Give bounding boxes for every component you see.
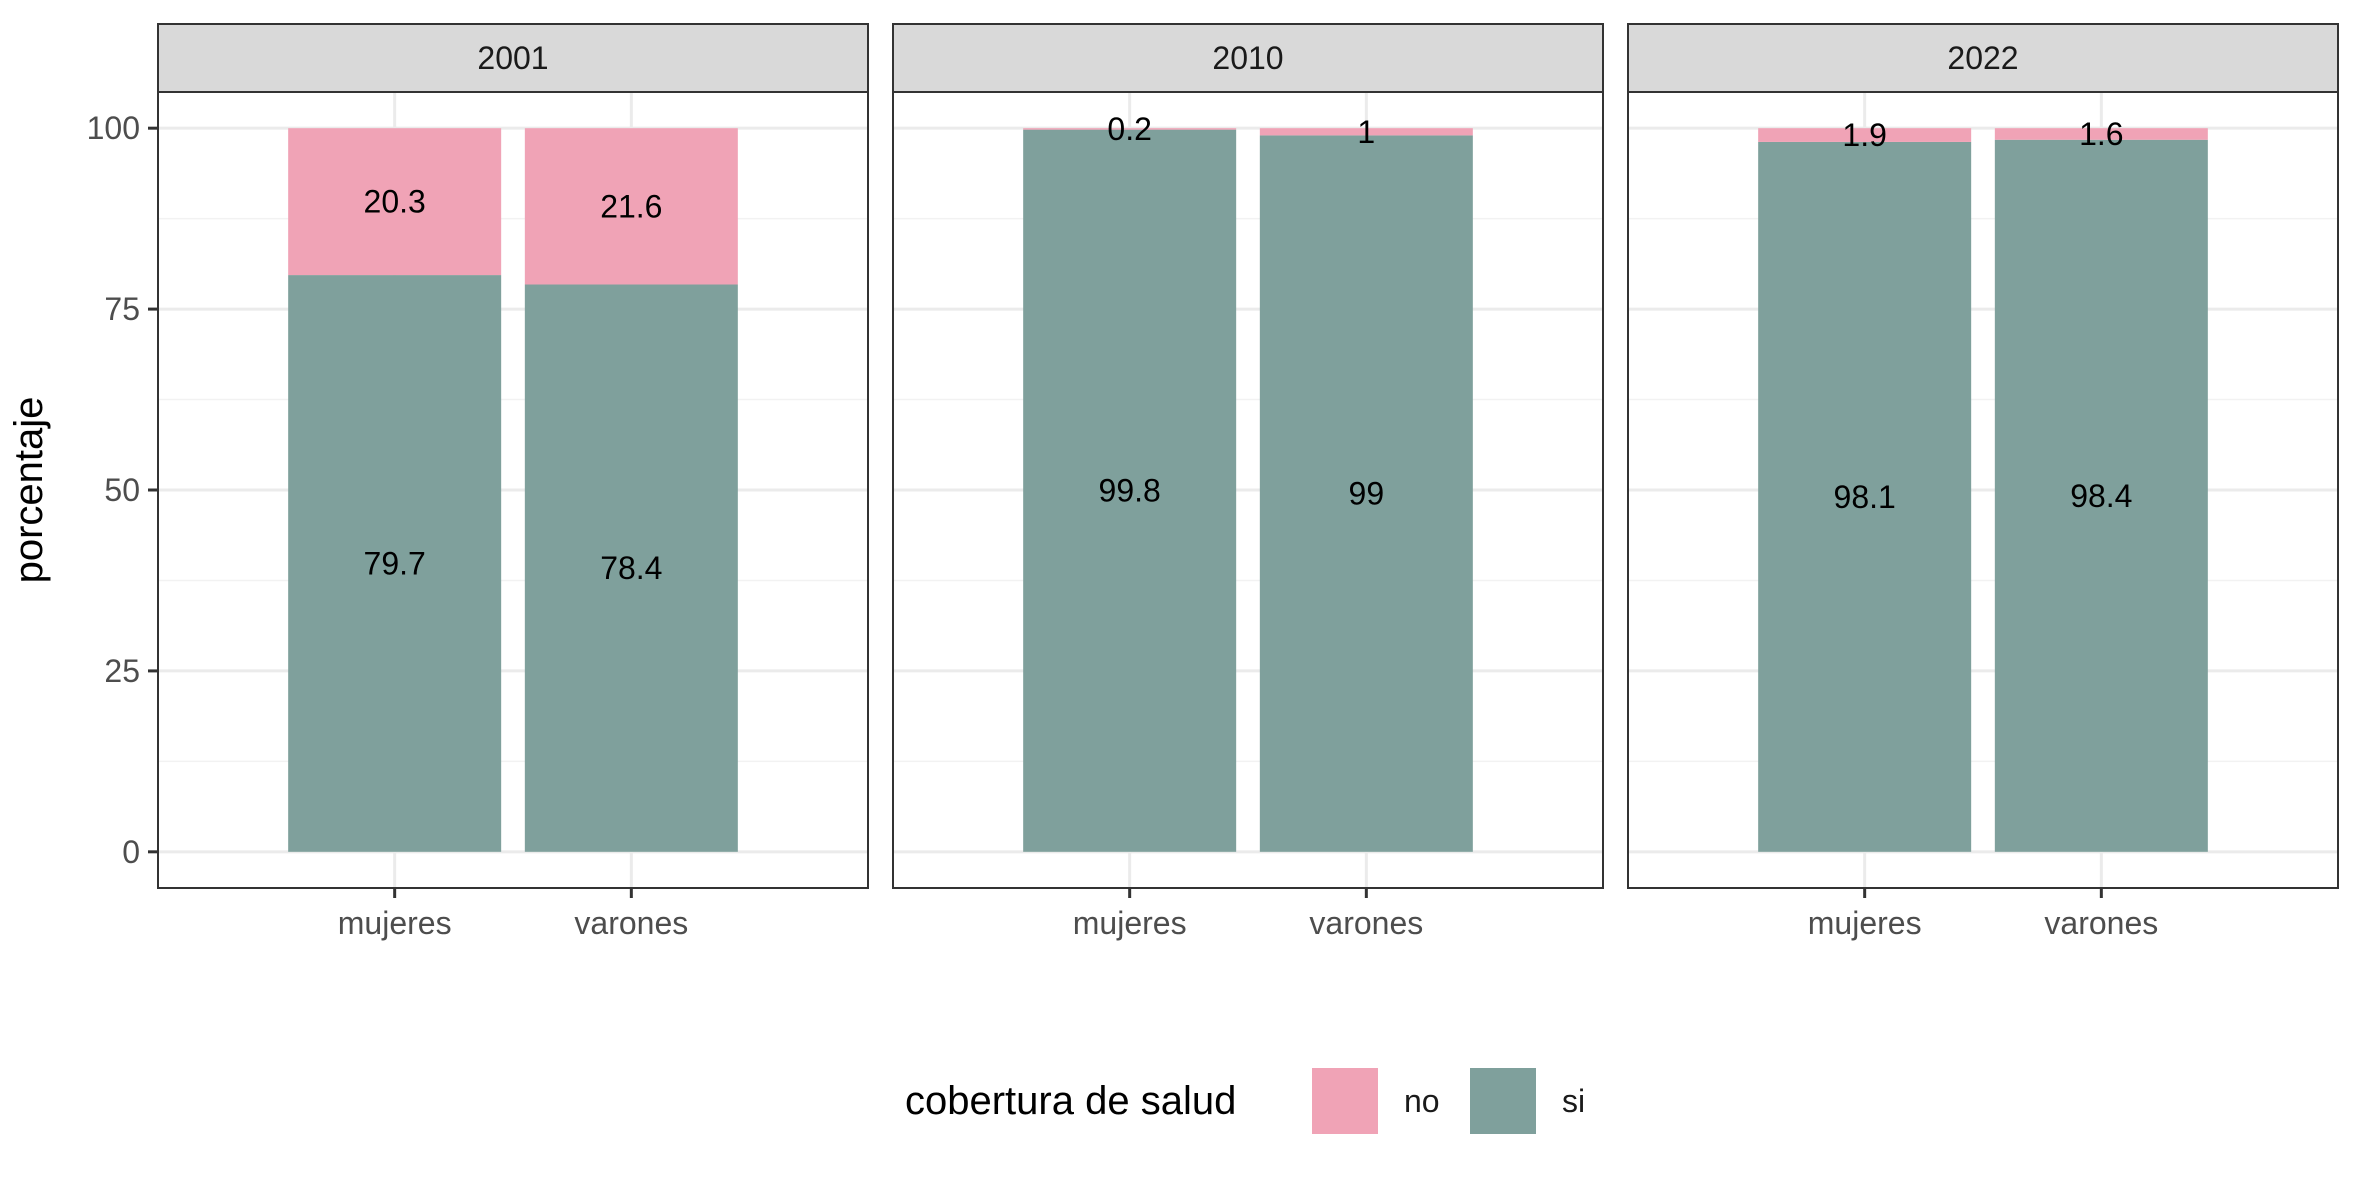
bar-label-si-varones: 98.4 (2070, 478, 2132, 514)
x-tick-label-varones: varones (2044, 905, 2158, 941)
bar-label-no-mujeres: 20.3 (364, 184, 426, 220)
y-tick-label: 100 (87, 110, 140, 146)
facet-strip-label: 2001 (477, 40, 548, 76)
y-axis: 0 25 50 75 100 (87, 110, 158, 870)
bar-label-no-varones: 1 (1357, 114, 1375, 150)
legend-key-no (1312, 1068, 1378, 1134)
facet-strip (892, 23, 1604, 93)
legend-key-si (1470, 1068, 1536, 1134)
bar-no-varones (524, 128, 738, 285)
bar-si-mujeres (288, 275, 502, 852)
x-tick-label-mujeres: mujeres (1073, 905, 1187, 941)
bar-no-mujeres (1758, 128, 1972, 142)
x-tick-label-mujeres: mujeres (1808, 905, 1922, 941)
bar-label-si-mujeres: 99.8 (1099, 473, 1161, 509)
bar-no-mujeres (1023, 128, 1237, 130)
legend-label-si: si (1562, 1083, 1585, 1119)
bar-si-varones (1994, 139, 2208, 852)
x-tick-label-varones: varones (574, 905, 688, 941)
y-tick-label: 75 (104, 291, 140, 327)
y-tick-label: 25 (104, 653, 140, 689)
bar-label-si-varones: 78.4 (600, 550, 662, 586)
facet-strip (157, 23, 869, 93)
facet-strip-label: 2010 (1212, 40, 1283, 76)
facet-strip (1627, 23, 2339, 93)
bar-label-no-varones: 21.6 (600, 188, 662, 224)
facet-panel-2001: 79.7 20.3 78.4 21.6 2001 mujeres varones (157, 23, 869, 941)
legend-label-no: no (1404, 1083, 1440, 1119)
bar-no-mujeres (288, 128, 502, 276)
y-axis-label: porcentaje (7, 397, 51, 584)
bar-label-no-varones: 1.6 (2079, 116, 2123, 152)
bar-no-varones (1259, 128, 1473, 136)
bar-label-si-mujeres: 79.7 (364, 545, 426, 581)
bar-si-varones (524, 284, 738, 852)
x-tick-label-mujeres: mujeres (338, 905, 452, 941)
facet-panels: 79.7 20.3 78.4 21.6 2001 mujeres varones 99.8 0.… (157, 23, 2339, 941)
legend-title: cobertura de salud (905, 1079, 1236, 1123)
x-tick-label-varones: varones (1309, 905, 1423, 941)
y-tick-label: 50 (104, 472, 140, 508)
bar-si-mujeres (1023, 129, 1237, 852)
legend: cobertura de salud no si (905, 1068, 1585, 1134)
facet-strip-label: 2022 (1947, 40, 2018, 76)
bar-label-si-varones: 99 (1349, 476, 1385, 512)
bar-label-si-mujeres: 98.1 (1834, 479, 1896, 515)
bar-label-no-mujeres: 1.9 (1842, 117, 1886, 153)
bar-no-varones (1994, 128, 2208, 140)
bar-si-mujeres (1758, 141, 1972, 852)
bar-si-varones (1259, 135, 1473, 852)
bar-label-no-mujeres: 0.2 (1107, 111, 1151, 147)
facet-panel-2022: 98.1 1.9 98.4 1.6 2022 mujeres varones (1627, 23, 2339, 941)
facet-panel-2010: 99.8 0.2 99 1 2010 mujeres varones (892, 23, 1604, 941)
y-tick-label: 0 (122, 834, 140, 870)
